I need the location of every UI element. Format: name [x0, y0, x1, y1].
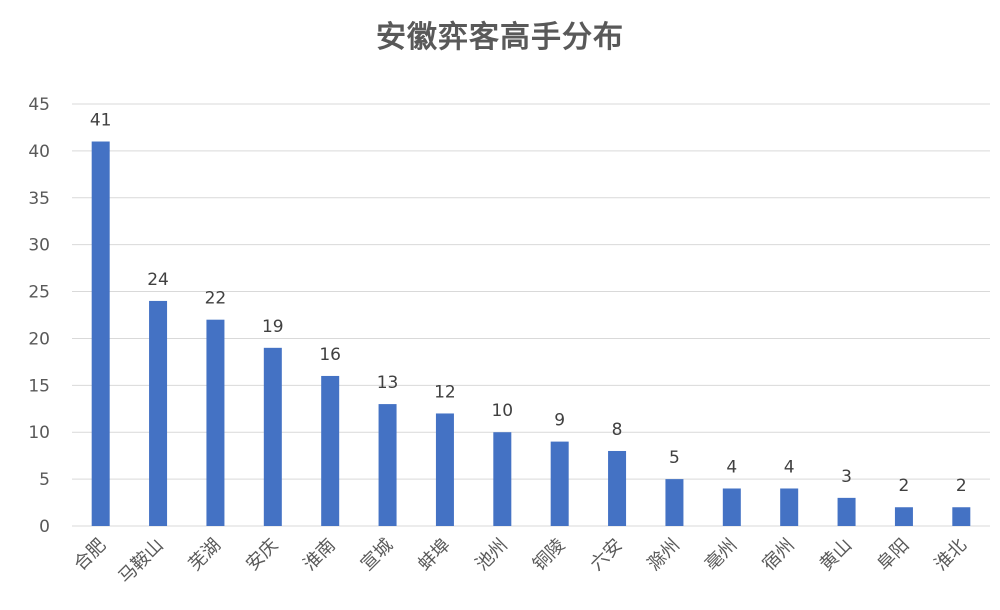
bar	[665, 479, 684, 526]
x-category-label: 淮北	[931, 535, 971, 575]
bar	[894, 507, 913, 526]
y-tick-label: 40	[28, 142, 50, 162]
data-label: 19	[262, 317, 284, 337]
data-label: 41	[90, 111, 112, 131]
y-tick-label: 30	[28, 236, 50, 256]
x-category-label: 宿州	[758, 535, 798, 575]
data-label: 24	[147, 270, 169, 290]
data-label: 10	[491, 401, 513, 421]
y-tick-label: 5	[39, 470, 50, 490]
data-label: 3	[841, 467, 852, 487]
y-tick-label: 25	[28, 283, 50, 303]
bar	[263, 347, 282, 526]
x-category-label: 池州	[472, 535, 512, 575]
data-label: 4	[726, 457, 737, 477]
x-category-label: 宣城	[357, 535, 397, 575]
y-axis-ticks: 0 5 10 15 20 25 30 35 40 45	[28, 95, 50, 537]
y-tick-label: 0	[39, 517, 50, 537]
x-category-label: 滁州	[644, 535, 684, 575]
bar	[608, 450, 627, 526]
chart-title: 安徽弈客高手分布	[376, 20, 624, 55]
data-label: 22	[205, 289, 227, 309]
data-label: 4	[784, 457, 795, 477]
data-label: 16	[319, 345, 341, 365]
x-category-label: 淮南	[299, 535, 339, 575]
x-category-label: 合肥	[70, 535, 110, 575]
bar	[378, 404, 397, 526]
y-tick-label: 45	[28, 95, 50, 115]
x-axis-categories: 合肥 马鞍山 芜湖 安庆 淮南 宣城 蚌埠 池州 铜陵 六安 滁州 亳州 宿州 黄山 阜阳 淮北	[70, 535, 971, 588]
bar	[321, 375, 340, 526]
bar	[493, 432, 512, 526]
data-label: 2	[956, 476, 967, 496]
bar	[206, 319, 225, 526]
x-category-label: 安庆	[242, 535, 282, 575]
data-label: 5	[669, 448, 680, 468]
bar	[837, 497, 856, 526]
x-category-label: 蚌埠	[414, 535, 454, 575]
x-category-label: 六安	[586, 535, 626, 575]
bar	[550, 441, 569, 526]
y-tick-label: 15	[28, 376, 50, 396]
x-category-label: 芜湖	[185, 535, 225, 575]
data-label: 12	[434, 382, 456, 402]
bar	[722, 488, 741, 526]
y-tick-label: 35	[28, 189, 50, 209]
bars	[91, 141, 971, 526]
gridlines	[72, 103, 990, 527]
data-label: 8	[612, 420, 623, 440]
bar	[780, 488, 799, 526]
x-category-label: 黄山	[816, 535, 856, 575]
bar	[435, 413, 454, 526]
y-tick-label: 20	[28, 329, 50, 349]
x-category-label: 亳州	[701, 535, 741, 575]
y-tick-label: 10	[28, 423, 50, 443]
x-category-label: 铜陵	[529, 535, 569, 575]
data-label: 13	[377, 373, 399, 393]
bar	[91, 141, 110, 526]
data-label: 9	[554, 411, 565, 431]
x-category-label: 阜阳	[873, 535, 913, 575]
bar	[149, 300, 168, 526]
x-category-label: 马鞍山	[115, 535, 168, 588]
data-label: 2	[899, 476, 910, 496]
bar	[952, 507, 971, 526]
